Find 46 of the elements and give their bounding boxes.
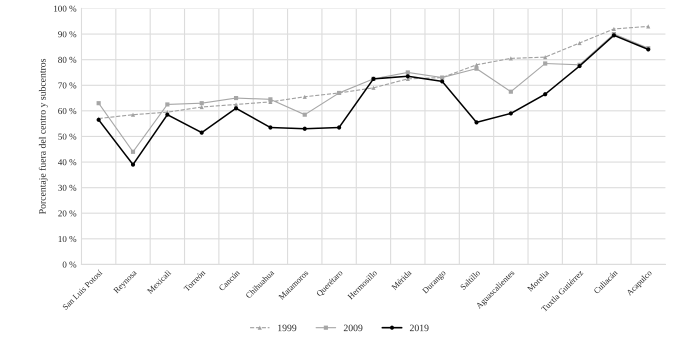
point <box>474 120 479 124</box>
point <box>268 125 272 130</box>
point <box>508 111 513 116</box>
point <box>508 56 513 60</box>
y-tick-label: 20 % <box>58 210 76 216</box>
y-tick-label: 100 % <box>54 6 76 12</box>
point <box>406 74 410 78</box>
legend-label: 2019 <box>410 324 429 332</box>
point <box>646 24 650 28</box>
y-tick-label: 30 % <box>58 184 76 191</box>
y-tick-label: 60 % <box>58 108 76 114</box>
point <box>200 130 204 135</box>
y-tick-label: 10 % <box>58 236 76 242</box>
point <box>543 61 548 66</box>
point <box>234 106 238 110</box>
y-tick-label: 80 % <box>58 56 76 63</box>
point <box>302 94 307 99</box>
point <box>200 101 204 106</box>
point <box>577 40 582 46</box>
y-tick-label: 50 % <box>58 134 76 140</box>
point <box>474 62 479 67</box>
point <box>96 101 101 106</box>
point <box>371 86 376 90</box>
point <box>302 112 307 117</box>
y-tick-label: 70 % <box>58 82 76 89</box>
y-tick-label: 90 % <box>58 31 76 38</box>
y-axis-title: Porcentaje fuera del centro y subcentros <box>38 58 48 214</box>
point <box>612 26 616 32</box>
point <box>543 55 548 60</box>
legend-label: 2009 <box>344 324 362 332</box>
point <box>165 112 170 117</box>
point <box>130 150 136 154</box>
legend-label: 1999 <box>278 324 296 332</box>
point <box>234 96 238 100</box>
point <box>440 79 444 84</box>
point <box>337 125 342 130</box>
point <box>508 90 513 94</box>
point <box>268 97 272 102</box>
point <box>406 70 410 75</box>
point <box>130 162 136 167</box>
point <box>165 102 170 107</box>
point <box>543 92 548 96</box>
y-tick-label: 40 % <box>58 159 76 166</box>
point <box>130 112 136 117</box>
y-tick-label: 0 % <box>62 262 76 268</box>
point <box>474 66 479 71</box>
